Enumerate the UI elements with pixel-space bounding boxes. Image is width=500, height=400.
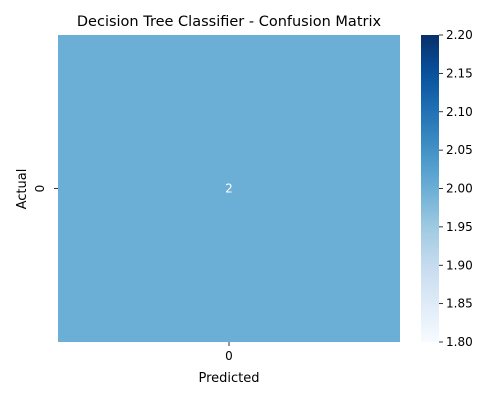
heatmap-cells: [58, 35, 400, 342]
colorbar-ticks: 1.80 1.85 1.90 1.95 2.00 2.05 2.10 2.15 2.20: [439, 28, 473, 349]
colorbar-tick-label: 1.85: [446, 297, 473, 311]
colorbar-tick-label: 2.05: [446, 143, 473, 157]
colorbar-tick-label: 2.15: [446, 66, 473, 80]
y-axis-ticks: 0: [33, 185, 58, 193]
x-axis-label: Predicted: [198, 371, 259, 386]
colorbar-tick-label: 1.80: [446, 335, 473, 349]
cell-annotation: 2: [225, 182, 233, 196]
colorbar-tick-label: 1.95: [446, 220, 473, 234]
x-tick-label: 0: [225, 349, 233, 363]
y-tick-label: 0: [33, 185, 47, 193]
colorbar-tick-label: 2.20: [446, 28, 473, 42]
colorbar-tick-label: 1.90: [446, 258, 473, 272]
heatmap-annotations: 2: [225, 182, 233, 196]
x-axis-ticks: 0: [225, 342, 233, 363]
colorbar-tick-label: 2.00: [446, 182, 473, 196]
colorbar-tick-label: 2.10: [446, 105, 473, 119]
colorbar: [421, 35, 439, 342]
heatmap-cell: [58, 35, 400, 342]
y-axis-label: Actual: [15, 169, 30, 210]
chart-title: Decision Tree Classifier - Confusion Mat…: [77, 14, 382, 30]
